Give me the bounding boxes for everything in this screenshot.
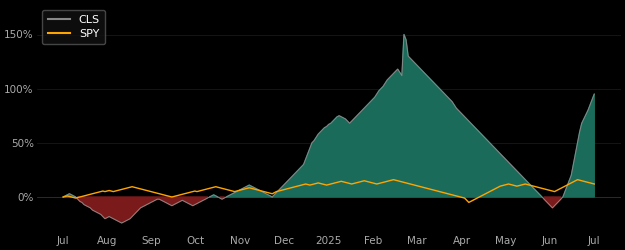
Legend: CLS, SPY: CLS, SPY xyxy=(42,10,106,44)
